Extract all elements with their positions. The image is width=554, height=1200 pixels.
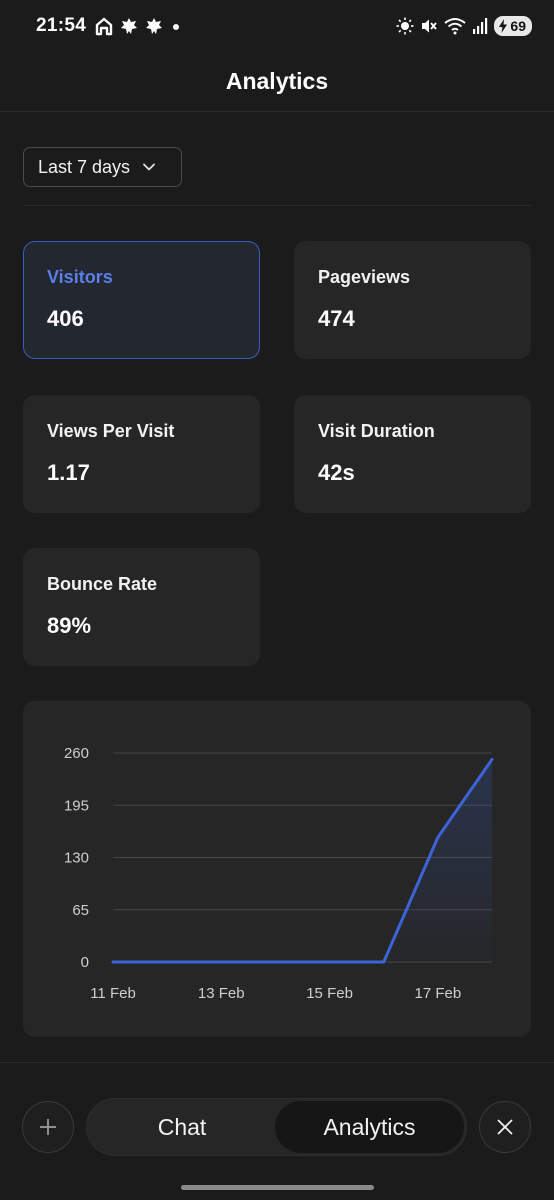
brightness-icon [396, 17, 414, 35]
stat-label: Views Per Visit [47, 421, 175, 441]
tab-analytics[interactable]: Analytics [275, 1101, 464, 1153]
close-button[interactable] [479, 1101, 531, 1153]
date-range-select[interactable]: Last 7 days [23, 147, 182, 187]
dot-icon [173, 24, 180, 30]
add-button[interactable] [22, 1101, 74, 1153]
plus-icon [40, 1119, 56, 1135]
stat-card-visitors[interactable]: Visitors 406 [23, 241, 260, 359]
chart-y-tick-label: 65 [72, 902, 89, 919]
charging-icon [499, 19, 508, 33]
stat-value: 406 [47, 306, 84, 331]
chart-card: 0 65 130 195 260 11 Feb 13 Feb 15 Feb 17 Feb [23, 701, 531, 1037]
battery-level: 69 [510, 18, 526, 34]
tab-chat-label: Chat [157, 1113, 207, 1140]
stat-value: 1.17 [47, 460, 90, 485]
stat-label: Bounce Rate [47, 574, 158, 594]
stat-card-views-per-visit[interactable]: Views Per Visit 1.17 [23, 395, 260, 513]
view-switcher: Chat Analytics [86, 1098, 467, 1156]
stat-value: 89% [47, 613, 92, 638]
stat-value: 42s [318, 460, 355, 485]
chart-x-tick-label: 15 Feb [306, 985, 353, 1002]
stat-card-pageviews[interactable]: Pageviews 474 [294, 241, 531, 359]
close-icon [497, 1119, 513, 1135]
stat-label: Visitors [47, 267, 113, 287]
bottom-divider [0, 1062, 554, 1063]
status-left-icons [94, 16, 183, 36]
stat-value: 474 [318, 306, 355, 331]
leaf-icon [146, 18, 163, 34]
stat-label: Visit Duration [318, 421, 435, 441]
visitors-chart: 0 65 130 195 260 11 Feb 13 Feb 15 Feb 17 Feb [64, 745, 494, 1002]
chart-y-tick-label: 0 [81, 954, 89, 971]
page-title: Analytics [225, 68, 329, 94]
chart-y-tick-label: 260 [64, 745, 89, 762]
chart-x-tick-label: 13 Feb [198, 985, 245, 1002]
battery-icon: 69 [494, 16, 532, 36]
stat-card-visit-duration[interactable]: Visit Duration 42s [294, 395, 531, 513]
wifi-icon [444, 18, 467, 35]
chart-x-tick-label: 11 Feb [90, 985, 136, 1002]
tab-chat[interactable]: Chat [89, 1101, 275, 1153]
home-icon [95, 17, 113, 36]
chevron-down-icon [143, 163, 155, 171]
chart-y-tick-label: 130 [64, 850, 89, 867]
tab-analytics-label: Analytics [323, 1113, 416, 1140]
home-indicator[interactable] [181, 1185, 374, 1190]
divider [23, 205, 531, 206]
app-header: Analytics [0, 52, 554, 112]
signal-icon [473, 18, 488, 34]
chart-series-area [113, 759, 492, 962]
stat-card-bounce-rate[interactable]: Bounce Rate 89% [23, 548, 260, 666]
status-bar: 21:54 [0, 0, 554, 52]
status-time: 21:54 [36, 15, 87, 36]
chart-y-tick-label: 195 [64, 797, 89, 814]
chart-x-tick-label: 17 Feb [415, 985, 462, 1002]
chart-series-line [111, 757, 494, 964]
stat-label: Pageviews [318, 267, 411, 287]
status-right-icons: 69 [396, 16, 532, 36]
leaf-icon [121, 18, 138, 34]
mute-icon [422, 19, 438, 33]
date-range-label: Last 7 days [38, 156, 131, 177]
